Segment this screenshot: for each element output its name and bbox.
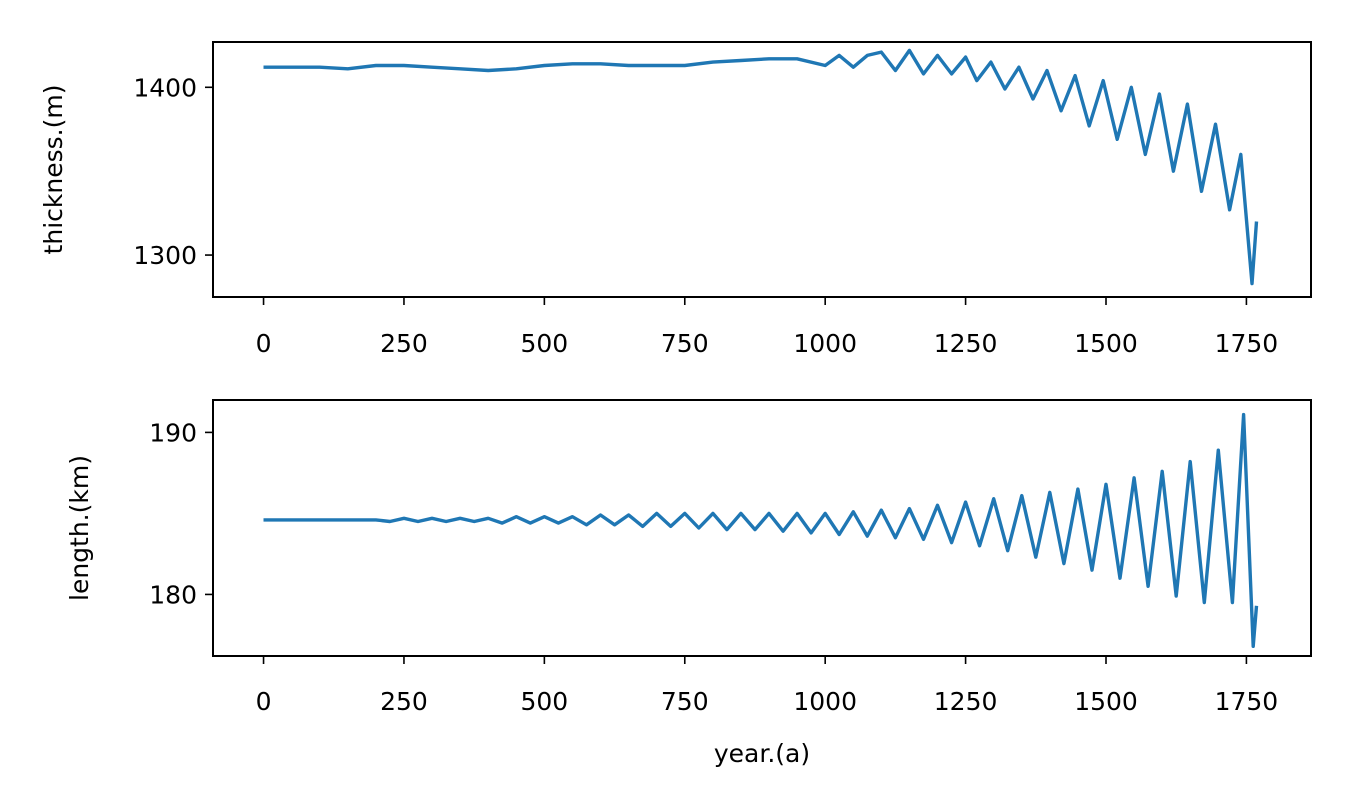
y-axis-label: thickness.(m) — [39, 85, 68, 255]
y-tick-label: 190 — [149, 418, 197, 447]
x-tick-label: 250 — [380, 687, 428, 716]
y-tick-label: 1400 — [133, 73, 197, 102]
x-tick-label: 1000 — [793, 687, 857, 716]
series-line — [263, 412, 1259, 648]
x-tick-label: 0 — [256, 687, 272, 716]
x-tick-label: 750 — [661, 687, 709, 716]
x-tick-label: 500 — [521, 687, 569, 716]
x-tick-label: 250 — [380, 329, 428, 358]
axes-frame — [212, 41, 1312, 298]
length-panel: 0 250 500 750 1000 1250 1500 1750 180 190 length.(… — [65, 399, 1312, 768]
thickness-panel: 0 250 500 750 1000 1250 1500 1750 1300 1400 thickn… — [39, 41, 1312, 358]
axes-frame — [212, 399, 1312, 657]
x-tick-label: 1500 — [1074, 687, 1138, 716]
x-tick-label: 750 — [661, 329, 709, 358]
x-tick-label: 1750 — [1215, 687, 1279, 716]
x-tick-label: 1000 — [793, 329, 857, 358]
x-tick-label: 1750 — [1215, 329, 1279, 358]
y-tick-label: 1300 — [133, 241, 197, 270]
series-line — [263, 48, 1259, 286]
x-tick-label: 1250 — [934, 329, 998, 358]
x-tick-label: 0 — [256, 329, 272, 358]
x-tick-label: 500 — [521, 329, 569, 358]
y-tick-label: 180 — [149, 580, 197, 609]
y-axis-label: length.(km) — [65, 455, 94, 601]
x-axis-label: year.(a) — [714, 739, 810, 768]
x-tick-label: 1250 — [934, 687, 998, 716]
x-tick-label: 1500 — [1074, 329, 1138, 358]
